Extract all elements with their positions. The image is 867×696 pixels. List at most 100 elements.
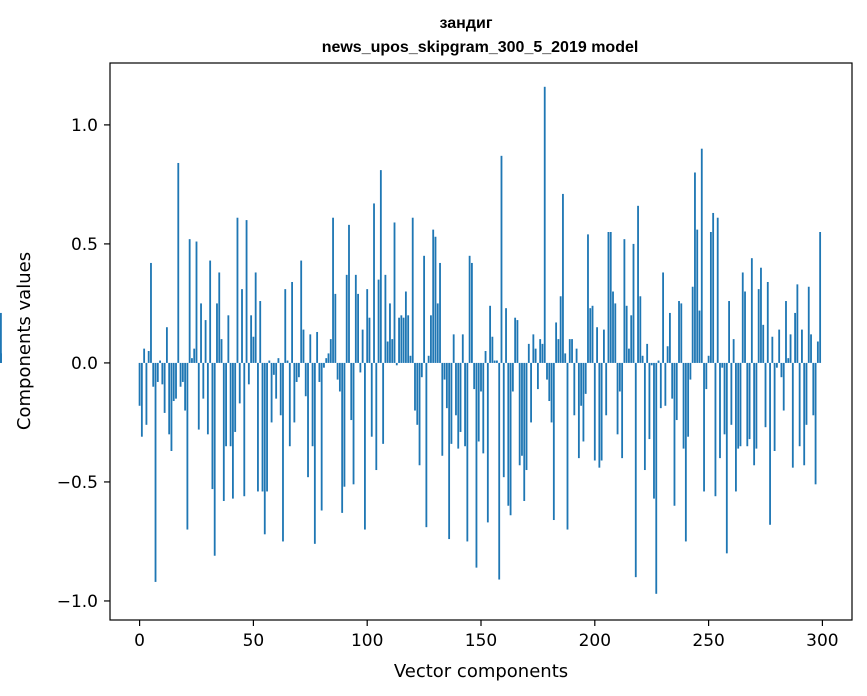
bar-94 <box>352 362 355 485</box>
bar-26 <box>197 362 200 430</box>
bar-170 <box>525 362 528 471</box>
bar-198 <box>589 308 592 363</box>
bar-84 <box>329 339 332 363</box>
bar-32 <box>211 362 214 490</box>
bar-164 <box>511 362 514 392</box>
bar-undefined <box>0 353 2 363</box>
bar-161 <box>505 308 507 363</box>
bar-205 <box>605 362 608 416</box>
bar-212 <box>621 362 624 459</box>
bar-30 <box>206 362 209 435</box>
bar-155 <box>491 336 494 363</box>
bars-group <box>0 86 822 594</box>
bar-91 <box>345 274 348 363</box>
y-tick-label: −0.5 <box>57 473 98 493</box>
bar-86 <box>334 293 337 363</box>
bar-80 <box>320 362 323 511</box>
bar-126 <box>425 362 428 528</box>
bar-3 <box>145 362 148 425</box>
bar-146 <box>470 262 473 363</box>
bar-1 <box>140 362 143 437</box>
bar-174 <box>534 348 537 363</box>
bar-96 <box>357 293 359 363</box>
bar-284 <box>785 301 787 363</box>
bar-120 <box>411 217 414 363</box>
bar-220 <box>639 296 642 363</box>
bar-56 <box>266 362 268 492</box>
bar-259 <box>728 301 730 363</box>
bar-283 <box>782 362 785 411</box>
bar-255 <box>719 362 721 459</box>
bar-296 <box>812 362 815 416</box>
bar-239 <box>682 362 685 449</box>
bar-203 <box>600 362 603 461</box>
bar-245 <box>696 229 699 363</box>
bar-81 <box>323 362 325 368</box>
bar-113 <box>395 362 398 366</box>
bar-191 <box>573 362 576 416</box>
bar-285 <box>787 358 790 363</box>
bar-20 <box>184 362 187 411</box>
bar-199 <box>591 305 594 363</box>
bar-116 <box>402 317 405 363</box>
bar-72 <box>302 329 305 363</box>
bar-57 <box>268 360 271 363</box>
bar-154 <box>489 305 492 363</box>
bar-92 <box>348 224 350 363</box>
bar-7 <box>154 362 157 582</box>
bar-288 <box>794 312 797 363</box>
bar-204 <box>603 329 605 363</box>
bar-45 <box>241 289 243 363</box>
bar-293 <box>805 362 808 425</box>
bar-35 <box>218 272 221 363</box>
bar-undefined <box>0 312 2 363</box>
bar-291 <box>801 329 803 363</box>
bar-192 <box>575 348 578 363</box>
bar-48 <box>247 362 250 385</box>
bar-14 <box>170 362 173 451</box>
bar-36 <box>220 339 223 363</box>
bar-289 <box>796 284 799 363</box>
bar-4 <box>147 351 150 363</box>
bar-71 <box>300 260 303 363</box>
bar-193 <box>577 362 580 459</box>
bar-216 <box>630 315 633 363</box>
bar-52 <box>257 362 259 492</box>
bar-215 <box>628 348 630 363</box>
bar-263 <box>737 362 740 449</box>
bar-241 <box>687 362 690 437</box>
bar-79 <box>318 362 321 382</box>
bar-279 <box>773 362 776 451</box>
bar-227 <box>655 362 658 594</box>
bar-194 <box>580 362 583 406</box>
bar-115 <box>400 315 403 363</box>
bar-173 <box>532 334 535 363</box>
bar-187 <box>564 353 567 363</box>
bar-190 <box>571 339 573 363</box>
bar-238 <box>680 303 683 363</box>
y-tick-label: 0.0 <box>71 354 98 374</box>
bar-266 <box>744 291 746 363</box>
bar-171 <box>527 343 530 363</box>
bar-78 <box>316 331 319 363</box>
y-tick-label: 1.0 <box>71 116 98 136</box>
y-axis-label: Components values <box>14 252 35 430</box>
bar-177 <box>541 343 544 363</box>
bar-258 <box>725 362 728 554</box>
bar-54 <box>261 362 264 492</box>
bar-105 <box>377 279 380 363</box>
bar-229 <box>659 362 662 409</box>
bar-268 <box>748 362 751 440</box>
bar-53 <box>259 301 262 363</box>
bar-287 <box>791 362 794 468</box>
bar-24 <box>193 348 196 363</box>
bar-43 <box>236 217 239 363</box>
bar-282 <box>780 362 783 378</box>
bar-101 <box>368 317 371 363</box>
bar-87 <box>336 362 339 380</box>
bar-112 <box>393 222 396 363</box>
bar-176 <box>539 339 542 363</box>
bar-299 <box>819 232 822 363</box>
bar-76 <box>311 362 314 447</box>
